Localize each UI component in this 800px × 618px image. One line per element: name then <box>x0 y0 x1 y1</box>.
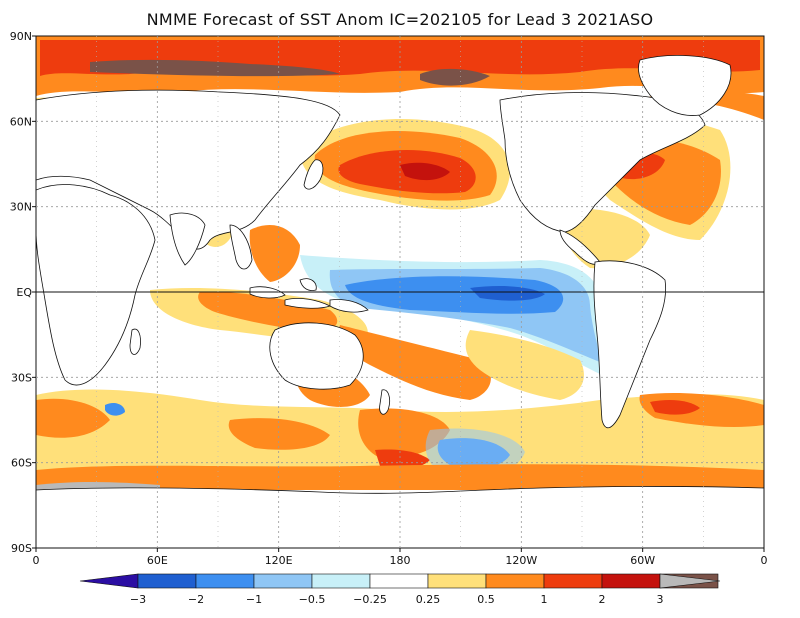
legend-label: −1 <box>246 593 262 606</box>
legend-swatch <box>311 573 371 589</box>
legend-swatch <box>195 573 255 589</box>
latitude-label: EQ <box>16 286 32 299</box>
legend-swatch <box>427 573 487 589</box>
legend-arrow-high <box>659 573 721 589</box>
longitude-label: 120W <box>505 554 537 567</box>
legend-label: −3 <box>130 593 146 606</box>
latitude-label: 90N <box>10 30 32 43</box>
legend-swatch <box>601 573 661 589</box>
longitude-label: 180 <box>390 554 411 567</box>
legend-label: −2 <box>188 593 204 606</box>
latitude-label: 60N <box>10 115 32 128</box>
longitude-label: 0 <box>761 554 768 567</box>
legend-label: −0.5 <box>299 593 326 606</box>
longitude-label: 120E <box>265 554 293 567</box>
latitude-label: 30S <box>11 371 32 384</box>
longitude-label: 60E <box>147 554 168 567</box>
longitude-label: 60W <box>630 554 655 567</box>
legend-swatch <box>137 573 197 589</box>
latitude-labels: 90N 60N 30N EQ 30S 60S 90S <box>10 30 36 555</box>
longitude-labels: 0 60E 120E 180 120W 60W 0 <box>33 548 768 567</box>
color-legend: −3 −2 −1 −0.5 −0.25 0.25 0.5 1 2 3 <box>79 573 721 606</box>
legend-arrow-low <box>79 573 139 589</box>
legend-label: 3 <box>657 593 664 606</box>
legend-label: 2 <box>599 593 606 606</box>
latitude-label: 30N <box>10 201 32 214</box>
legend-label: 1 <box>541 593 548 606</box>
longitude-label: 0 <box>33 554 40 567</box>
legend-label: 0.25 <box>416 593 441 606</box>
legend-swatch <box>485 573 545 589</box>
graticule <box>36 36 764 548</box>
legend-swatch <box>369 573 429 589</box>
legend-swatch <box>543 573 603 589</box>
map-title: NMME Forecast of SST Anom IC=202105 for … <box>146 10 654 29</box>
legend-swatch <box>253 573 313 589</box>
legend-label: −0.25 <box>353 593 387 606</box>
latitude-label: 60S <box>11 457 32 470</box>
latitude-label: 90S <box>11 542 32 555</box>
legend-label: 0.5 <box>477 593 495 606</box>
